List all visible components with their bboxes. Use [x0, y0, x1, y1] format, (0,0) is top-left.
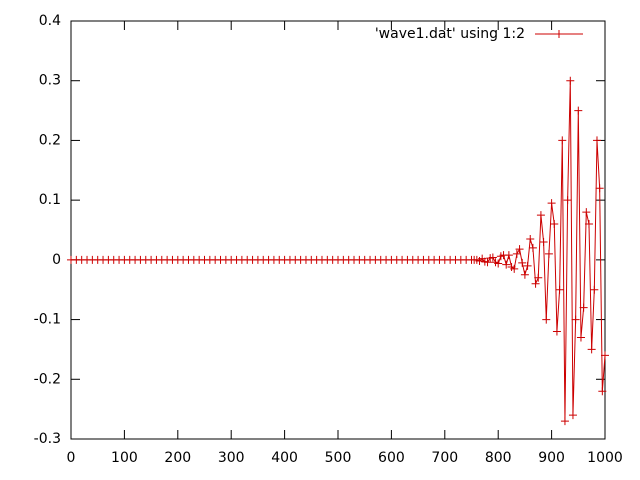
x-tick-label: 0	[67, 450, 76, 466]
point-marker	[595, 184, 604, 193]
point-marker	[566, 76, 575, 85]
x-tick-label: 200	[164, 450, 191, 466]
y-tick-label: 0.4	[39, 13, 61, 29]
y-tick-label: 0.2	[39, 132, 61, 148]
point-marker	[547, 199, 556, 208]
y-tick-label: -0.1	[34, 312, 61, 328]
point-marker	[502, 260, 511, 269]
y-tick-label: -0.2	[34, 371, 61, 387]
point-marker	[576, 333, 585, 342]
point-marker	[563, 196, 572, 205]
point-marker	[515, 245, 524, 254]
point-marker	[579, 303, 588, 312]
point-marker	[584, 220, 593, 229]
point-marker	[555, 285, 564, 294]
y-tick-label: -0.3	[34, 431, 61, 447]
x-tick-label: 700	[431, 450, 458, 466]
point-marker	[552, 327, 561, 336]
point-marker	[520, 270, 529, 279]
x-tick-label: 900	[538, 450, 565, 466]
point-marker	[550, 220, 559, 229]
point-marker	[592, 136, 601, 145]
point-marker	[542, 315, 551, 324]
legend-marker	[555, 30, 563, 38]
point-marker	[512, 249, 521, 258]
y-tick-label: 0.1	[39, 192, 61, 208]
point-marker	[539, 237, 548, 246]
point-marker	[528, 243, 537, 252]
x-tick-label: 600	[378, 450, 405, 466]
point-marker	[560, 417, 569, 426]
point-marker	[544, 249, 553, 258]
point-marker	[571, 315, 580, 324]
y-tick-label: 0	[52, 252, 61, 268]
x-tick-label: 800	[485, 450, 512, 466]
point-marker	[601, 351, 609, 360]
x-tick-label: 500	[325, 450, 352, 466]
point-marker	[574, 106, 583, 115]
x-tick-label: 300	[218, 450, 245, 466]
x-tick-label: 100	[111, 450, 138, 466]
y-tick-label: 0.3	[39, 73, 61, 89]
point-marker	[587, 345, 596, 354]
point-marker	[590, 285, 599, 294]
point-marker	[518, 258, 527, 267]
point-marker	[504, 251, 513, 260]
point-marker	[558, 136, 567, 145]
point-marker	[536, 211, 545, 220]
point-marker	[523, 261, 532, 270]
point-marker	[568, 411, 577, 420]
point-marker	[582, 208, 591, 217]
legend-label: 'wave1.dat' using 1:2	[375, 26, 525, 42]
point-marker	[510, 264, 519, 273]
point-marker	[488, 253, 497, 262]
series-line	[71, 80, 606, 422]
x-tick-label: 400	[271, 450, 298, 466]
plot-border	[70, 20, 606, 440]
point-marker	[494, 259, 503, 268]
point-marker	[526, 234, 535, 243]
x-tick-label: 1000	[587, 450, 623, 466]
point-marker	[483, 258, 492, 267]
point-marker	[531, 279, 540, 288]
point-marker	[534, 273, 543, 282]
point-marker	[598, 387, 607, 396]
